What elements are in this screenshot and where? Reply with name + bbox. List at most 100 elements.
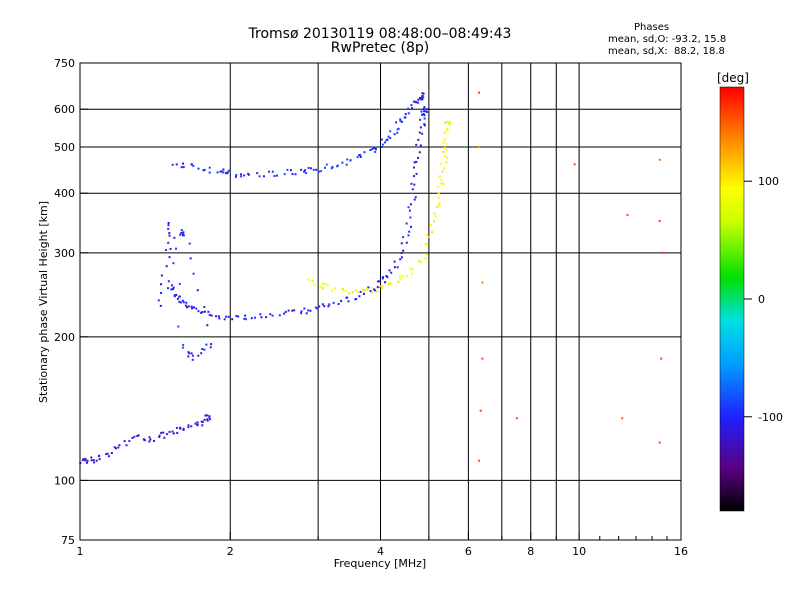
y-axis-label: Stationary phase Virtual Height [km] — [37, 201, 50, 403]
data-point — [191, 354, 194, 357]
data-point — [442, 141, 445, 144]
data-point — [381, 285, 384, 288]
data-point — [426, 108, 429, 111]
data-point — [163, 436, 166, 439]
data-point — [399, 119, 402, 122]
data-point — [171, 430, 174, 433]
data-point — [418, 260, 421, 263]
x-axis-label: Frequency [MHz] — [334, 557, 426, 570]
data-point — [377, 280, 380, 283]
data-point — [208, 171, 211, 174]
data-point — [405, 241, 408, 244]
data-point — [203, 306, 206, 308]
data-point — [98, 458, 101, 461]
data-point — [424, 257, 427, 260]
data-point — [438, 202, 441, 205]
data-point — [390, 283, 393, 286]
data-point — [188, 242, 191, 245]
data-point — [393, 260, 396, 263]
data-point — [167, 287, 169, 290]
data-point — [421, 98, 424, 101]
data-point — [423, 124, 426, 127]
data-point — [369, 290, 372, 292]
data-point — [326, 283, 329, 286]
data-point — [432, 220, 435, 223]
data-point — [408, 209, 411, 212]
axis-ticks: 1 2 4 6 8 10 16 75 100 200 300 400 500 600 750 — [54, 57, 688, 558]
data-point — [363, 292, 365, 295]
data-point — [179, 426, 181, 429]
data-point — [178, 300, 181, 303]
data-point — [341, 288, 344, 291]
data-point — [400, 256, 403, 259]
data-point — [426, 111, 428, 113]
grid-lines — [80, 63, 681, 540]
data-point — [380, 138, 383, 141]
data-point — [359, 290, 362, 293]
data-point — [218, 317, 221, 320]
data-point — [422, 96, 425, 99]
data-point — [414, 196, 417, 199]
data-point — [347, 300, 350, 303]
data-point — [406, 275, 409, 278]
data-point — [361, 288, 364, 291]
data-point — [254, 316, 256, 319]
data-point — [84, 458, 87, 461]
data-point — [423, 117, 426, 120]
data-point — [210, 343, 213, 346]
data-point — [385, 139, 388, 142]
data-point — [259, 313, 262, 316]
data-point — [173, 294, 176, 297]
data-point — [429, 223, 432, 226]
data-point — [93, 461, 96, 464]
data-point — [290, 169, 292, 172]
data-point — [399, 258, 402, 261]
data-point — [315, 168, 318, 171]
data-point — [363, 151, 366, 154]
data-point — [197, 354, 200, 357]
data-point — [399, 277, 402, 280]
data-point — [397, 280, 400, 283]
data-point — [180, 166, 183, 169]
data-point — [182, 346, 185, 349]
data-point — [423, 107, 426, 110]
data-point — [421, 132, 424, 135]
data-point — [337, 303, 340, 305]
data-point — [331, 166, 334, 169]
chart-title: Tromsø 20130119 08:48:00–08:49:43 — [248, 26, 512, 42]
data-point — [167, 227, 170, 230]
data-point — [411, 188, 414, 191]
data-point — [208, 416, 211, 419]
data-point — [188, 352, 191, 355]
data-point — [240, 173, 242, 176]
data-point — [440, 179, 443, 182]
data-point — [191, 307, 194, 310]
data-point — [125, 444, 128, 447]
data-point — [479, 409, 482, 412]
data-point — [351, 291, 354, 294]
data-point — [413, 198, 416, 201]
data-point — [84, 459, 87, 462]
data-point — [421, 113, 423, 116]
data-point — [203, 418, 206, 421]
data-point — [235, 315, 238, 317]
data-point — [387, 283, 390, 286]
data-point — [160, 431, 163, 434]
data-point — [160, 274, 163, 277]
data-point — [442, 183, 445, 186]
data-point — [190, 425, 193, 428]
data-point — [191, 358, 194, 361]
data-point — [133, 435, 136, 438]
data-point — [172, 262, 175, 265]
data-point — [425, 253, 428, 256]
data-point — [247, 172, 250, 175]
data-point — [321, 303, 324, 306]
data-point — [258, 175, 261, 178]
data-point — [300, 312, 303, 315]
data-point — [445, 161, 448, 164]
y-tick-label: 600 — [54, 103, 75, 116]
data-point — [431, 231, 433, 234]
data-point — [209, 346, 212, 349]
data-point — [187, 355, 190, 358]
